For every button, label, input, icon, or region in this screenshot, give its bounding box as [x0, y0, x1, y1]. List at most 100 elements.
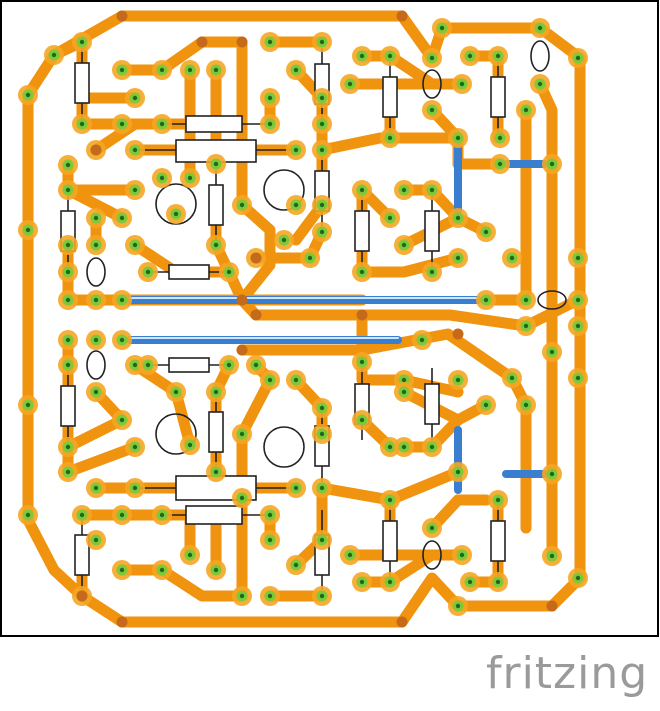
pad-hole [319, 405, 325, 411]
resistor-icon[interactable] [424, 368, 440, 440]
pad-hole [401, 187, 407, 193]
pad-hole [575, 375, 581, 381]
resistor-icon[interactable] [74, 515, 90, 590]
capacitor-icon[interactable] [530, 40, 550, 72]
pad-hole [119, 121, 125, 127]
resistor-icon[interactable] [354, 196, 370, 266]
pad-hole [293, 485, 299, 491]
pad-hole [455, 603, 461, 609]
trace-bend-via [90, 144, 102, 156]
resistor-icon[interactable] [74, 48, 90, 118]
pad-hole [459, 81, 465, 87]
pad-hole [387, 215, 393, 221]
pad-hole [523, 323, 529, 329]
pad-hole [173, 211, 179, 217]
pad-hole [267, 537, 273, 543]
resistor-icon[interactable] [60, 370, 76, 442]
pad-hole [455, 469, 461, 475]
pad-hole [187, 175, 193, 181]
pad-hole [119, 512, 125, 518]
resistor-icon[interactable] [424, 196, 440, 266]
pad-hole [119, 337, 125, 343]
capacitor-icon[interactable] [86, 257, 106, 287]
resistor-icon[interactable] [208, 170, 224, 240]
pad-hole [213, 67, 219, 73]
trace-bend-via [196, 36, 208, 48]
pad-hole [79, 512, 85, 518]
resistor-icon[interactable] [148, 357, 229, 373]
pad-hole [401, 377, 407, 383]
resistor-icon[interactable] [490, 62, 506, 132]
resistor-icon[interactable] [208, 398, 224, 466]
pad-hole [159, 175, 165, 181]
pad-hole [495, 53, 501, 59]
pad-hole [495, 497, 501, 503]
pad-hole [455, 255, 461, 261]
resistor-icon[interactable] [162, 115, 270, 133]
pad-hole [187, 67, 193, 73]
capacitor-icon[interactable] [422, 69, 442, 99]
pad-hole [549, 349, 555, 355]
resistor-icon[interactable] [490, 506, 506, 576]
pad-hole [495, 579, 501, 585]
pad-hole [132, 187, 138, 193]
pad-hole [267, 512, 273, 518]
pad-hole [159, 67, 165, 73]
pad-hole [93, 537, 99, 543]
pad-hole [213, 469, 219, 475]
trace-bend-via [116, 616, 128, 628]
resistor-icon[interactable] [135, 139, 296, 163]
pad-hole [65, 187, 71, 193]
pad-hole [293, 377, 299, 383]
pad-hole [429, 55, 435, 61]
pad-hole [267, 121, 273, 127]
pad-hole [25, 402, 31, 408]
trace-bend-via [356, 309, 368, 321]
pad-hole [347, 552, 353, 558]
pad-hole [549, 553, 555, 559]
transistor-icon[interactable] [155, 413, 197, 455]
pad-hole [159, 512, 165, 518]
pad-hole [575, 55, 581, 61]
capacitor-icon[interactable] [537, 290, 567, 310]
pad-hole [65, 469, 71, 475]
pad-hole [239, 202, 245, 208]
pad-hole [132, 444, 138, 450]
pad-hole [119, 297, 125, 303]
pad-hole [483, 402, 489, 408]
pad-hole [439, 25, 445, 31]
pad-hole [307, 255, 313, 261]
transistor-icon[interactable] [263, 169, 305, 211]
pad-hole [145, 362, 151, 368]
pad-hole [387, 497, 393, 503]
pad-hole [319, 121, 325, 127]
pad-hole [575, 255, 581, 261]
pad-hole [347, 81, 353, 87]
transistor-icon[interactable] [263, 426, 305, 468]
trace-bend-via [452, 328, 464, 340]
pad-hole [93, 242, 99, 248]
pad-hole [132, 485, 138, 491]
pad-hole [267, 377, 273, 383]
resistor-icon[interactable] [382, 506, 398, 576]
capacitor-icon[interactable] [86, 350, 106, 380]
resistor-icon[interactable] [382, 62, 398, 132]
pad-hole [132, 147, 138, 153]
trace-bend-via [236, 344, 248, 356]
pad-hole [455, 377, 461, 383]
pad-hole [65, 444, 71, 450]
pad-hole [429, 107, 435, 113]
pad-hole [387, 135, 393, 141]
pad-hole [497, 161, 503, 167]
capacitor-icon[interactable] [422, 540, 442, 570]
pad-hole [497, 135, 503, 141]
pad-hole [145, 269, 151, 275]
pad-hole [387, 53, 393, 59]
pad-hole [65, 269, 71, 275]
pad-hole [455, 215, 461, 221]
pad-hole [575, 575, 581, 581]
resistor-icon[interactable] [148, 264, 229, 280]
pad-hole [359, 53, 365, 59]
resistor-icon[interactable] [162, 505, 270, 525]
pad-hole [51, 52, 57, 58]
